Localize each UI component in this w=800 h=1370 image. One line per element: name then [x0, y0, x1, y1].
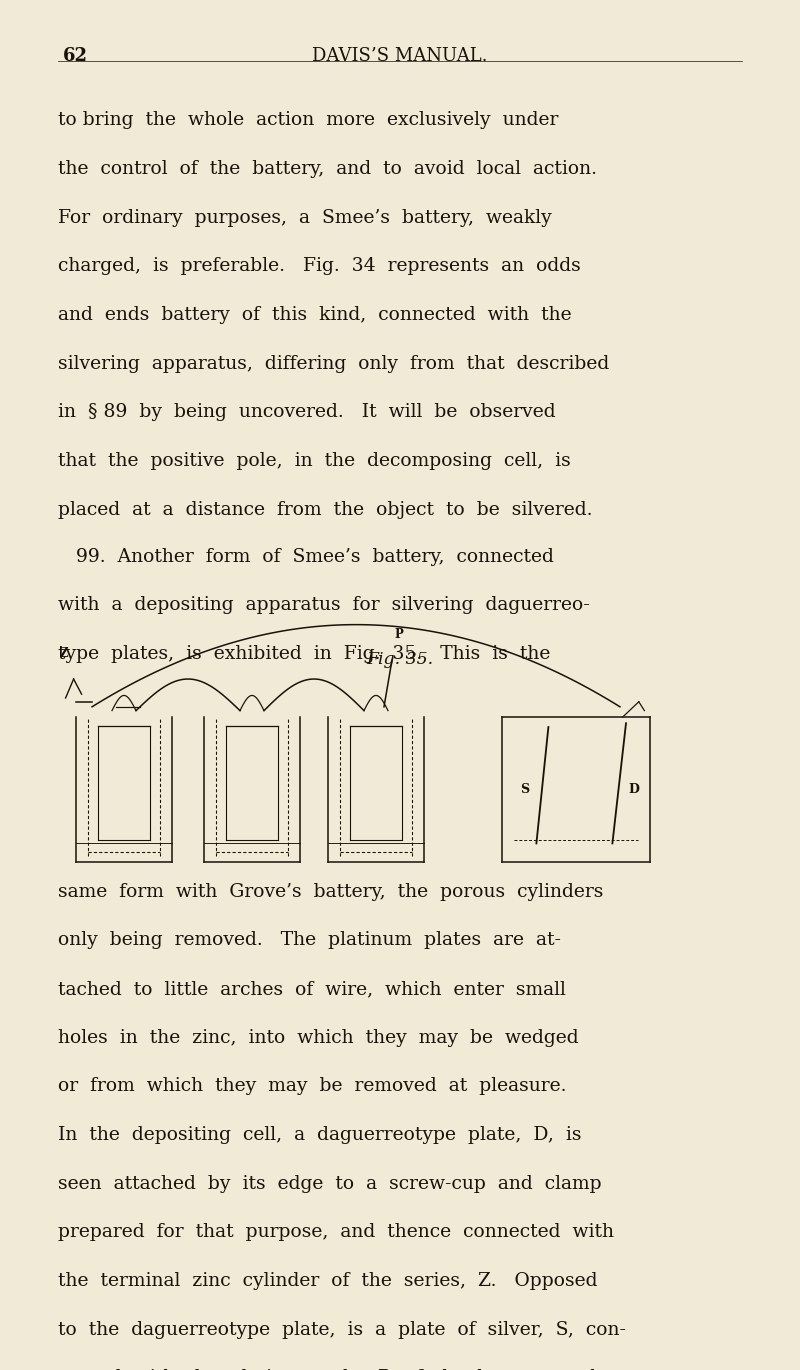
Text: same  form  with  Grove’s  battery,  the  porous  cylinders: same form with Grove’s battery, the poro…: [58, 882, 603, 900]
Text: the  terminal  zinc  cylinder  of  the  series,  Z.   Opposed: the terminal zinc cylinder of the series…: [58, 1271, 597, 1291]
Text: or  from  which  they  may  be  removed  at  pleasure.: or from which they may be removed at ple…: [58, 1077, 566, 1095]
Text: that  the  positive  pole,  in  the  decomposing  cell,  is: that the positive pole, in the decomposi…: [58, 452, 570, 470]
Text: D: D: [629, 784, 639, 796]
Text: silvering  apparatus,  differing  only  from  that  described: silvering apparatus, differing only from…: [58, 355, 609, 373]
Text: 99.  Another  form  of  Smee’s  battery,  connected: 99. Another form of Smee’s battery, conn…: [58, 548, 554, 566]
Text: DAVIS’S MANUAL.: DAVIS’S MANUAL.: [312, 47, 488, 64]
Text: Z: Z: [60, 647, 68, 660]
Text: Fig. 35.: Fig. 35.: [366, 651, 434, 669]
Text: with  a  depositing  apparatus  for  silvering  daguerreo-: with a depositing apparatus for silverin…: [58, 596, 590, 614]
Text: and  ends  battery  of  this  kind,  connected  with  the: and ends battery of this kind, connected…: [58, 306, 571, 323]
Text: type  plates,  is  exhibited  in  Fig.  35.   This  is  the: type plates, is exhibited in Fig. 35. Th…: [58, 645, 550, 663]
Text: seen  attached  by  its  edge  to  a  screw-cup  and  clamp: seen attached by its edge to a screw-cup…: [58, 1174, 602, 1193]
Text: prepared  for  that  purpose,  and  thence  connected  with: prepared for that purpose, and thence co…: [58, 1223, 614, 1241]
Text: the  control  of  the  battery,  and  to  avoid  local  action.: the control of the battery, and to avoid…: [58, 160, 597, 178]
Text: P: P: [394, 629, 402, 641]
Text: charged,  is  preferable.   Fig.  34  represents  an  odds: charged, is preferable. Fig. 34 represen…: [58, 258, 580, 275]
Text: only  being  removed.   The  platinum  plates  are  at-: only being removed. The platinum plates …: [58, 932, 561, 949]
Text: tached  to  little  arches  of  wire,  which  enter  small: tached to little arches of wire, which e…: [58, 980, 566, 997]
Text: In  the  depositing  cell,  a  daguerreotype  plate,  D,  is: In the depositing cell, a daguerreotype …: [58, 1126, 581, 1144]
Text: 62: 62: [62, 47, 87, 64]
Text: holes  in  the  zinc,  into  which  they  may  be  wedged: holes in the zinc, into which they may b…: [58, 1029, 578, 1047]
Text: S: S: [520, 784, 529, 796]
Text: to bring  the  whole  action  more  exclusively  under: to bring the whole action more exclusive…: [58, 111, 558, 129]
Text: in  § 89  by  being  uncovered.   It  will  be  observed: in § 89 by being uncovered. It will be o…: [58, 403, 555, 422]
Text: For  ordinary  purposes,  a  Smee’s  battery,  weakly: For ordinary purposes, a Smee’s battery,…: [58, 208, 551, 226]
Text: placed  at  a  distance  from  the  object  to  be  silvered.: placed at a distance from the object to …: [58, 500, 592, 519]
Text: to  the  daguerreotype  plate,  is  a  plate  of  silver,  S,  con-: to the daguerreotype plate, is a plate o…: [58, 1321, 626, 1338]
